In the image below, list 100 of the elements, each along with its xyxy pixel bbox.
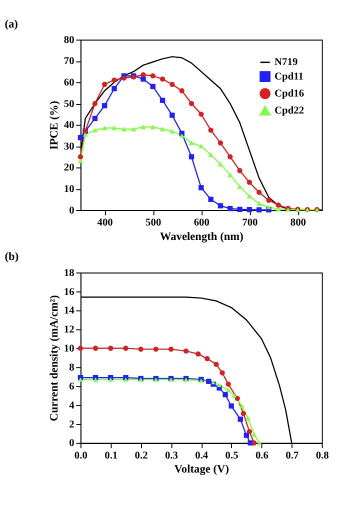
point [160, 126, 166, 132]
point [112, 86, 117, 92]
point [78, 158, 84, 164]
x-axis-title: Wavelength (nm) [160, 230, 244, 243]
point [206, 378, 212, 384]
y-tick-label: 20 [64, 162, 74, 174]
point [276, 206, 281, 212]
chart-title: (a) [4, 18, 18, 30]
point [112, 78, 117, 83]
point [237, 206, 242, 212]
point [256, 201, 262, 206]
point [198, 144, 204, 148]
y-tick-label: 10 [64, 184, 74, 196]
point [188, 100, 194, 106]
x-tick-label: 0.1 [104, 450, 118, 462]
point [78, 135, 84, 140]
point [140, 72, 146, 78]
point [226, 382, 231, 387]
point [170, 112, 175, 118]
point [256, 207, 262, 212]
point [92, 346, 98, 351]
point [92, 116, 98, 122]
x-tick-label: 0.3 [164, 450, 178, 462]
y-tick-label: 70 [64, 56, 74, 68]
y-tick-label: 12 [64, 324, 74, 336]
point [237, 168, 242, 174]
point [234, 396, 240, 401]
y-axis-title: IPCE (%) [48, 100, 60, 150]
y-tick-label: 14 [64, 306, 76, 317]
point [168, 346, 174, 352]
point [78, 346, 84, 351]
point [198, 112, 204, 117]
legend-label: N719 [274, 57, 298, 68]
point [222, 392, 228, 398]
x-tick-label: 700 [242, 218, 258, 229]
point [251, 432, 257, 437]
point [138, 346, 144, 352]
point [160, 76, 166, 82]
y-tick-label: 0 [69, 438, 74, 450]
legend-label: Cpd16 [274, 88, 304, 100]
y-axis-title: Current density (mA/cm²) [48, 294, 60, 422]
y-tick-label: 8 [69, 362, 74, 374]
point [204, 356, 210, 362]
point [102, 82, 108, 87]
point [108, 346, 114, 351]
x-axis-title: Voltage (V) [174, 464, 230, 476]
point [160, 98, 166, 103]
point [102, 103, 108, 108]
point [92, 128, 98, 132]
x-tick-label: 500 [146, 218, 162, 229]
point [196, 351, 201, 357]
point [240, 410, 246, 416]
point [198, 185, 204, 190]
point [228, 403, 234, 409]
point [170, 82, 175, 87]
point [232, 393, 237, 398]
point [208, 128, 214, 133]
point [218, 203, 224, 208]
point [246, 180, 252, 185]
y-tick-label: 40 [64, 120, 74, 132]
point [228, 172, 233, 178]
legend-label: Cpd22 [274, 105, 304, 116]
x-tick-label: 800 [290, 218, 306, 229]
point [153, 346, 158, 352]
y-tick-label: 16 [64, 286, 74, 298]
point [170, 128, 175, 134]
point [121, 126, 127, 132]
y-tick-label: 50 [64, 98, 74, 110]
point [208, 196, 214, 202]
y-tick-label: 10 [64, 344, 74, 355]
y-tick-label: 60 [64, 78, 74, 89]
point [188, 140, 194, 146]
point [150, 73, 156, 78]
point [246, 207, 252, 212]
point [140, 76, 146, 82]
x-tick-label: 0.0 [74, 450, 88, 462]
y-tick-label: 4 [69, 400, 76, 412]
point [244, 432, 250, 438]
point [246, 428, 252, 434]
point [218, 162, 224, 166]
y-tick-label: 0 [69, 205, 74, 216]
point [123, 346, 128, 351]
point [220, 370, 225, 376]
point [226, 388, 231, 392]
point [266, 198, 272, 203]
point [183, 348, 189, 354]
chart-title: (b) [4, 251, 19, 264]
point [208, 152, 214, 157]
point [150, 84, 156, 90]
x-tick-label: 0.8 [316, 450, 329, 462]
point [238, 416, 243, 422]
x-tick-label: 0.4 [195, 450, 209, 462]
point [179, 88, 184, 94]
point [237, 184, 242, 189]
point [112, 126, 117, 130]
y-tick-label: 18 [64, 268, 74, 279]
x-tick-label: 0.7 [286, 450, 299, 462]
legend-label: Cpd11 [274, 71, 304, 82]
x-tick-label: 0.2 [134, 450, 148, 462]
x-tick-label: 0.6 [255, 450, 268, 462]
